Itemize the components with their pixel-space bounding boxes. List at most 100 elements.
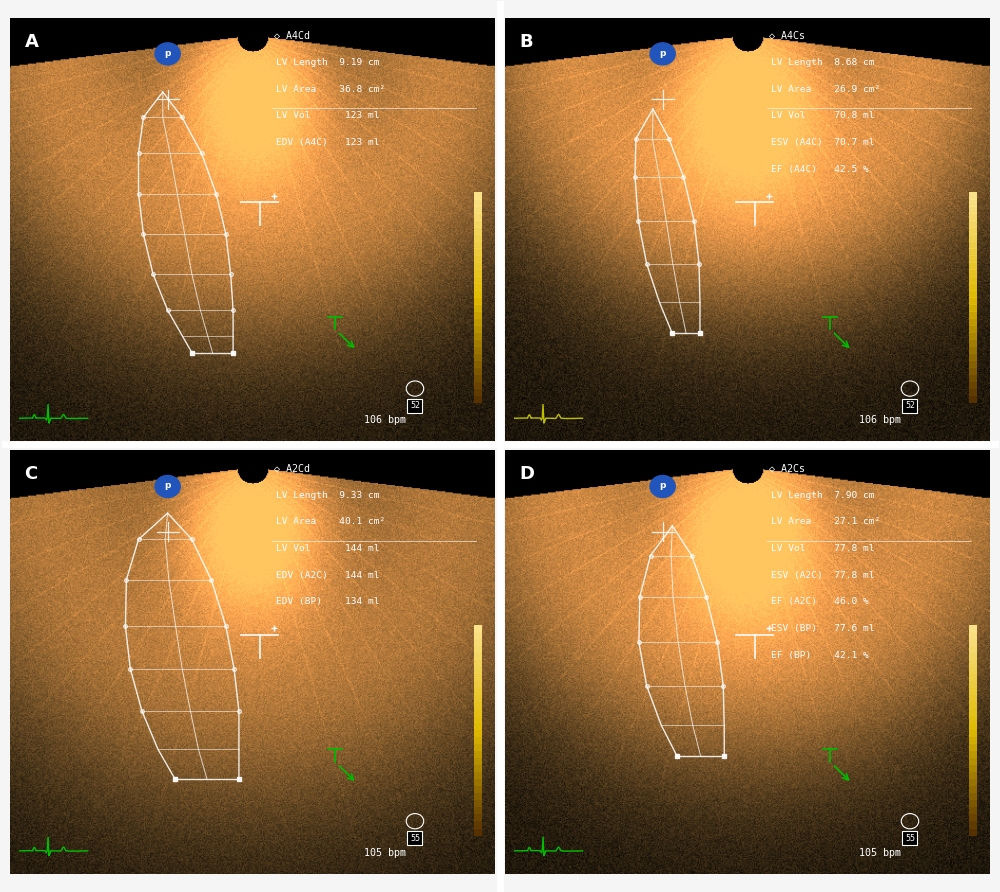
Bar: [474, 702, 482, 709]
Bar: [969, 821, 977, 829]
Bar: [969, 730, 977, 738]
Bar: [969, 346, 977, 354]
Bar: [969, 395, 977, 403]
Bar: [474, 821, 482, 829]
Bar: [969, 277, 977, 284]
Bar: [969, 772, 977, 780]
Text: LV Area    26.9 cm²: LV Area 26.9 cm²: [771, 85, 880, 94]
Bar: [969, 723, 977, 731]
Text: A: A: [25, 33, 38, 51]
Bar: [474, 375, 482, 382]
Bar: [969, 695, 977, 702]
Bar: [474, 318, 482, 326]
Bar: [474, 227, 482, 235]
Bar: [969, 290, 977, 298]
Text: 106 bpm: 106 bpm: [364, 416, 406, 425]
Bar: [474, 639, 482, 646]
Bar: [474, 695, 482, 702]
Bar: [969, 681, 977, 689]
Bar: [474, 786, 482, 794]
Bar: [474, 772, 482, 780]
Bar: [474, 765, 482, 772]
Bar: [474, 206, 482, 213]
Bar: [969, 368, 977, 375]
Bar: [969, 353, 977, 361]
Text: 106 bpm: 106 bpm: [859, 416, 901, 425]
Text: LV Vol      123 ml: LV Vol 123 ml: [276, 112, 379, 120]
Bar: [969, 382, 977, 389]
Bar: [474, 653, 482, 660]
Bar: [969, 737, 977, 744]
Bar: [969, 646, 977, 653]
Bar: [969, 793, 977, 800]
Bar: [474, 213, 482, 220]
Text: ESV (A2C)  77.8 ml: ESV (A2C) 77.8 ml: [771, 571, 874, 580]
Text: LV Length  9.19 cm: LV Length 9.19 cm: [276, 58, 379, 67]
Text: EDV (BP)    134 ml: EDV (BP) 134 ml: [276, 598, 379, 607]
Text: LV Vol     70.8 ml: LV Vol 70.8 ml: [771, 112, 874, 120]
Text: EF (BP)    42.1 %: EF (BP) 42.1 %: [771, 651, 869, 660]
Bar: [969, 220, 977, 227]
Text: p: p: [659, 48, 666, 57]
Bar: [969, 375, 977, 382]
Bar: [474, 666, 482, 674]
Text: ◇ A2Cd: ◇ A2Cd: [274, 463, 310, 473]
Bar: [969, 262, 977, 269]
Bar: [474, 814, 482, 822]
Bar: [474, 624, 482, 632]
Bar: [969, 702, 977, 709]
Bar: [969, 213, 977, 220]
Bar: [474, 248, 482, 256]
Bar: [474, 723, 482, 731]
Bar: [969, 284, 977, 291]
Circle shape: [650, 475, 675, 498]
Bar: [969, 632, 977, 640]
Circle shape: [155, 43, 180, 65]
Bar: [969, 673, 977, 681]
Bar: [474, 333, 482, 340]
Text: 55: 55: [410, 834, 420, 843]
Bar: [474, 660, 482, 667]
Bar: [969, 206, 977, 213]
Text: LV Length  9.33 cm: LV Length 9.33 cm: [276, 491, 379, 500]
Text: LV Area    27.1 cm²: LV Area 27.1 cm²: [771, 517, 880, 526]
Bar: [474, 388, 482, 396]
Bar: [474, 269, 482, 277]
Bar: [474, 744, 482, 751]
Bar: [969, 807, 977, 814]
Text: ◇ A2Cs: ◇ A2Cs: [769, 463, 805, 473]
Bar: [474, 730, 482, 738]
Bar: [969, 388, 977, 396]
Bar: [969, 304, 977, 311]
Text: 52: 52: [905, 401, 915, 410]
Circle shape: [650, 43, 675, 65]
Text: LV Length  7.90 cm: LV Length 7.90 cm: [771, 491, 874, 500]
Text: 105 bpm: 105 bpm: [859, 848, 901, 858]
Bar: [474, 353, 482, 361]
Bar: [969, 828, 977, 836]
Bar: [969, 758, 977, 765]
Text: ESV (BP)   77.6 ml: ESV (BP) 77.6 ml: [771, 624, 874, 633]
Bar: [474, 807, 482, 814]
Bar: [474, 395, 482, 403]
Bar: [474, 284, 482, 291]
Text: p: p: [659, 481, 666, 490]
Bar: [474, 758, 482, 765]
Bar: [474, 382, 482, 389]
Text: LV Area    36.8 cm²: LV Area 36.8 cm²: [276, 85, 385, 94]
Bar: [474, 646, 482, 653]
Bar: [474, 751, 482, 758]
Text: C: C: [25, 466, 38, 483]
Text: EDV (A4C)   123 ml: EDV (A4C) 123 ml: [276, 138, 379, 147]
Bar: [474, 688, 482, 695]
Bar: [969, 255, 977, 262]
Bar: [474, 255, 482, 262]
Bar: [474, 716, 482, 723]
Bar: [969, 751, 977, 758]
Bar: [969, 800, 977, 807]
Bar: [474, 346, 482, 354]
Text: p: p: [164, 481, 171, 490]
Bar: [969, 688, 977, 695]
Bar: [474, 632, 482, 640]
Bar: [474, 681, 482, 689]
